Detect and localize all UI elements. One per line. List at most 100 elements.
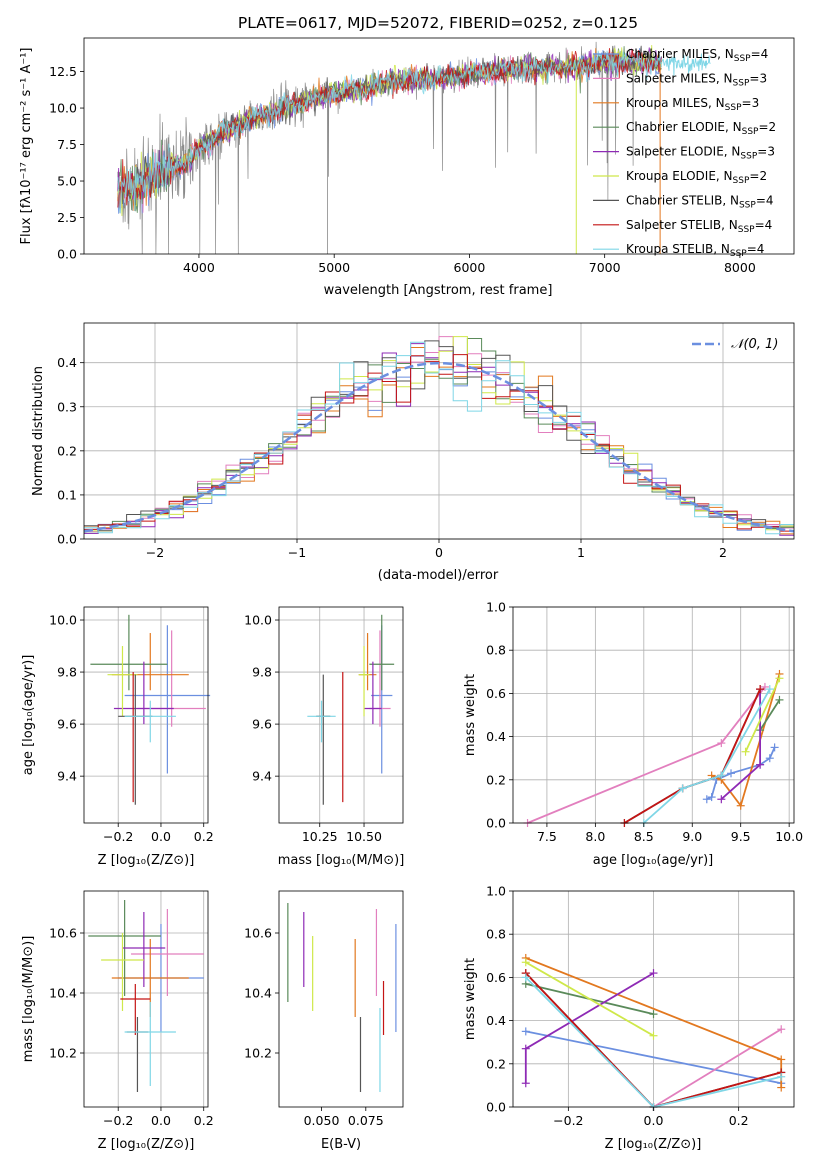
weight-age-marker-salpeter-stelib xyxy=(756,685,765,694)
spectrum-legend: Chabrier MILES, NSSP=4 Salpeter MILES, NS… xyxy=(593,47,776,259)
legend-label-kroupa-stelib: Kroupa STELIB, NSSP=4 xyxy=(626,242,764,259)
ebv-mass-panel: 0.050 0.075 10.2 10.4 10.6 E(B-V) xyxy=(244,890,404,1152)
weight-age-ytick-label: 1.0 xyxy=(486,600,506,615)
spectrum-ytick-label: 7.5 xyxy=(57,137,77,152)
mass-age-axes-frame xyxy=(278,606,404,824)
legend-sub: SSP xyxy=(730,249,747,259)
legend-sub: SSP xyxy=(739,200,756,210)
weight-age-ytick-label: 0.2 xyxy=(486,772,506,787)
mass-age-ytick-label: 9.6 xyxy=(252,717,272,732)
residuals-ytick-label: 0.0 xyxy=(57,532,77,547)
residuals-ytick-label: 0.3 xyxy=(57,399,77,414)
mass-age-xlabel: mass [log₁₀(M/M⊙)] xyxy=(278,853,405,868)
spectrum-ylabel: Flux [fλ10⁻¹⁷ erg cm⁻² s⁻¹ A⁻¹] xyxy=(19,48,34,245)
residuals-ytick-label: 0.2 xyxy=(57,443,77,458)
weight-z-ytick-label: 0.6 xyxy=(486,970,506,985)
legend-value: =2 xyxy=(758,120,776,134)
spectrum-axes-frame xyxy=(83,37,795,255)
weight-age-marker-kroupa-miles xyxy=(736,801,745,810)
residuals-xlabel: (data-model)/error xyxy=(378,568,499,583)
z-age-ytick-label: 10.0 xyxy=(49,613,77,628)
z-mass-xtick-label: 0.2 xyxy=(194,1113,214,1128)
legend-value: =4 xyxy=(755,218,773,232)
ebv-mass-xtick-label: 0.075 xyxy=(348,1113,384,1128)
mass-age-ytick-label: 9.4 xyxy=(252,769,272,784)
weight-z-panel: −0.2 0.0 0.2 0.0 0.2 0.4 0.6 0.8 1.0 Z [log₁₀(Z/… xyxy=(463,884,795,1152)
z-mass-xlabel: Z [log₁₀(Z/Z⊙)] xyxy=(98,1137,195,1152)
weight-age-ytick-label: 0.6 xyxy=(486,686,506,701)
weight-z-xtick-label: −0.2 xyxy=(553,1113,583,1128)
weight-age-xtick-label: 9.0 xyxy=(682,829,702,844)
weight-age-xlabel: age [log₁₀(age/yr)] xyxy=(593,853,714,868)
weight-z-marker-salpeter-elodie xyxy=(521,1079,530,1088)
weight-age-axes-frame xyxy=(512,606,795,824)
mass-age-ytick-label: 9.8 xyxy=(252,665,272,680)
weight-age-marker-chabrier-miles xyxy=(702,795,711,804)
weight-age-line-kroupa-stelib xyxy=(643,688,771,824)
weight-age-marker-kroupa-stelib xyxy=(765,685,774,694)
residuals-xtick-label: 1 xyxy=(577,545,585,560)
weight-age-line-chabrier-elodie xyxy=(759,699,781,731)
ebv-mass-axes-frame xyxy=(278,890,404,1108)
spectrum-ytick-label: 5.0 xyxy=(57,174,77,189)
legend-value: =2 xyxy=(749,169,767,183)
weight-z-marker-kroupa-elodie xyxy=(521,958,530,967)
weight-z-marker-kroupa-stelib xyxy=(777,1072,786,1081)
legend-sub: SSP xyxy=(734,54,751,64)
legend-sub: SSP xyxy=(725,103,742,113)
weight-age-xtick-label: 8.0 xyxy=(585,829,605,844)
spectrum-xtick-label: 5000 xyxy=(318,260,350,275)
mass-age-panel: 10.25 10.50 9.4 9.6 9.8 10.0 mass [log₁₀(M/M⊙… xyxy=(244,606,405,868)
ebv-mass-xtick-label: 0.050 xyxy=(304,1113,340,1128)
weight-age-line-salpeter-miles xyxy=(527,686,766,824)
weight-age-marker-chabrier-miles xyxy=(765,754,774,763)
weight-z-marker-kroupa-stelib xyxy=(521,973,530,982)
legend-value: =3 xyxy=(749,71,767,85)
gaussian-legend-label: 𝒩(0, 1) xyxy=(731,337,778,352)
z-mass-xtick-label: 0.0 xyxy=(151,1113,171,1128)
weight-z-marker-kroupa-elodie xyxy=(649,1031,658,1040)
weight-age-marker-chabrier-miles xyxy=(727,769,736,778)
z-age-ytick-label: 9.8 xyxy=(57,665,77,680)
residuals-panel: −2 −1 0 1 2 0.0 0.1 0.2 0.3 0.4 (data-model)/erro… xyxy=(31,322,795,583)
weight-z-line-salpeter-elodie xyxy=(524,972,654,1084)
residual-histogram-chabrier-elodie xyxy=(84,338,794,534)
weight-z-ytick-label: 0.2 xyxy=(486,1056,506,1071)
legend-label-chabrier-stelib: Chabrier STELIB, NSSP=4 xyxy=(626,193,774,210)
weight-z-line-kroupa-elodie xyxy=(525,961,654,1037)
weight-z-marker-chabrier-elodie xyxy=(649,1010,658,1019)
weight-age-xtick-label: 7.5 xyxy=(537,829,557,844)
legend-label-kroupa-miles: Kroupa MILES, NSSP=3 xyxy=(626,96,759,113)
z-age-ylabel: age [log₁₀(age/yr)] xyxy=(21,655,36,776)
legend-sub: SSP xyxy=(733,176,750,186)
weight-age-marker-salpeter-elodie xyxy=(756,760,765,769)
legend-label-kroupa-elodie: Kroupa ELODIE, NSSP=2 xyxy=(626,169,767,186)
weight-z-marker-salpeter-miles xyxy=(777,1025,786,1034)
spectrum-panel: 4000 5000 6000 7000 8000 0.0 2.5 5.0 7.5 10.0 12.5… xyxy=(19,37,795,298)
spectrum-model-kroupa-stelib xyxy=(117,50,662,214)
spectrum-xtick-label: 4000 xyxy=(183,260,215,275)
weight-z-marker-kroupa-miles xyxy=(777,1055,786,1064)
z-mass-ytick-label: 10.6 xyxy=(49,926,77,941)
legend-value: =4 xyxy=(756,193,774,207)
mass-age-xtick-label: 10.25 xyxy=(302,829,338,844)
mass-age-xtick-label: 10.50 xyxy=(346,829,382,844)
spectrum-model-tail xyxy=(661,53,711,76)
residual-histogram-chabrier-stelib xyxy=(84,340,794,532)
z-age-xtick-label: −0.2 xyxy=(103,829,133,844)
weight-age-ytick-label: 0.8 xyxy=(486,643,506,658)
spectrum-ytick-label: 12.5 xyxy=(49,64,77,79)
spectrum-xlabel: wavelength [Angstrom, rest frame] xyxy=(324,283,553,298)
weight-z-marker-salpeter-elodie xyxy=(649,969,658,978)
weight-age-panel: 7.5 8.0 8.5 9.0 9.5 10.0 0.0 0.2 0.4 0.6 0.8 1.0 ag… xyxy=(463,600,803,869)
spectrum-ytick-label: 10.0 xyxy=(49,101,77,116)
z-age-panel: −0.2 0.0 0.29.49.69.810.0 Z [log₁₀(Z/Z⊙)] … xyxy=(21,606,214,868)
ebv-mass-xlabel: E(B-V) xyxy=(321,1137,361,1152)
weight-z-ytick-label: 0.0 xyxy=(486,1100,506,1115)
spectrum-ytick-label: 2.5 xyxy=(57,210,77,225)
legend-label-salpeter-miles: Salpeter MILES, NSSP=3 xyxy=(626,71,767,88)
residuals-xtick-label: 2 xyxy=(719,545,727,560)
weight-age-marker-kroupa-elodie xyxy=(775,674,784,683)
z-mass-ylabel: mass [log₁₀(M/M⊙)] xyxy=(21,936,36,1063)
